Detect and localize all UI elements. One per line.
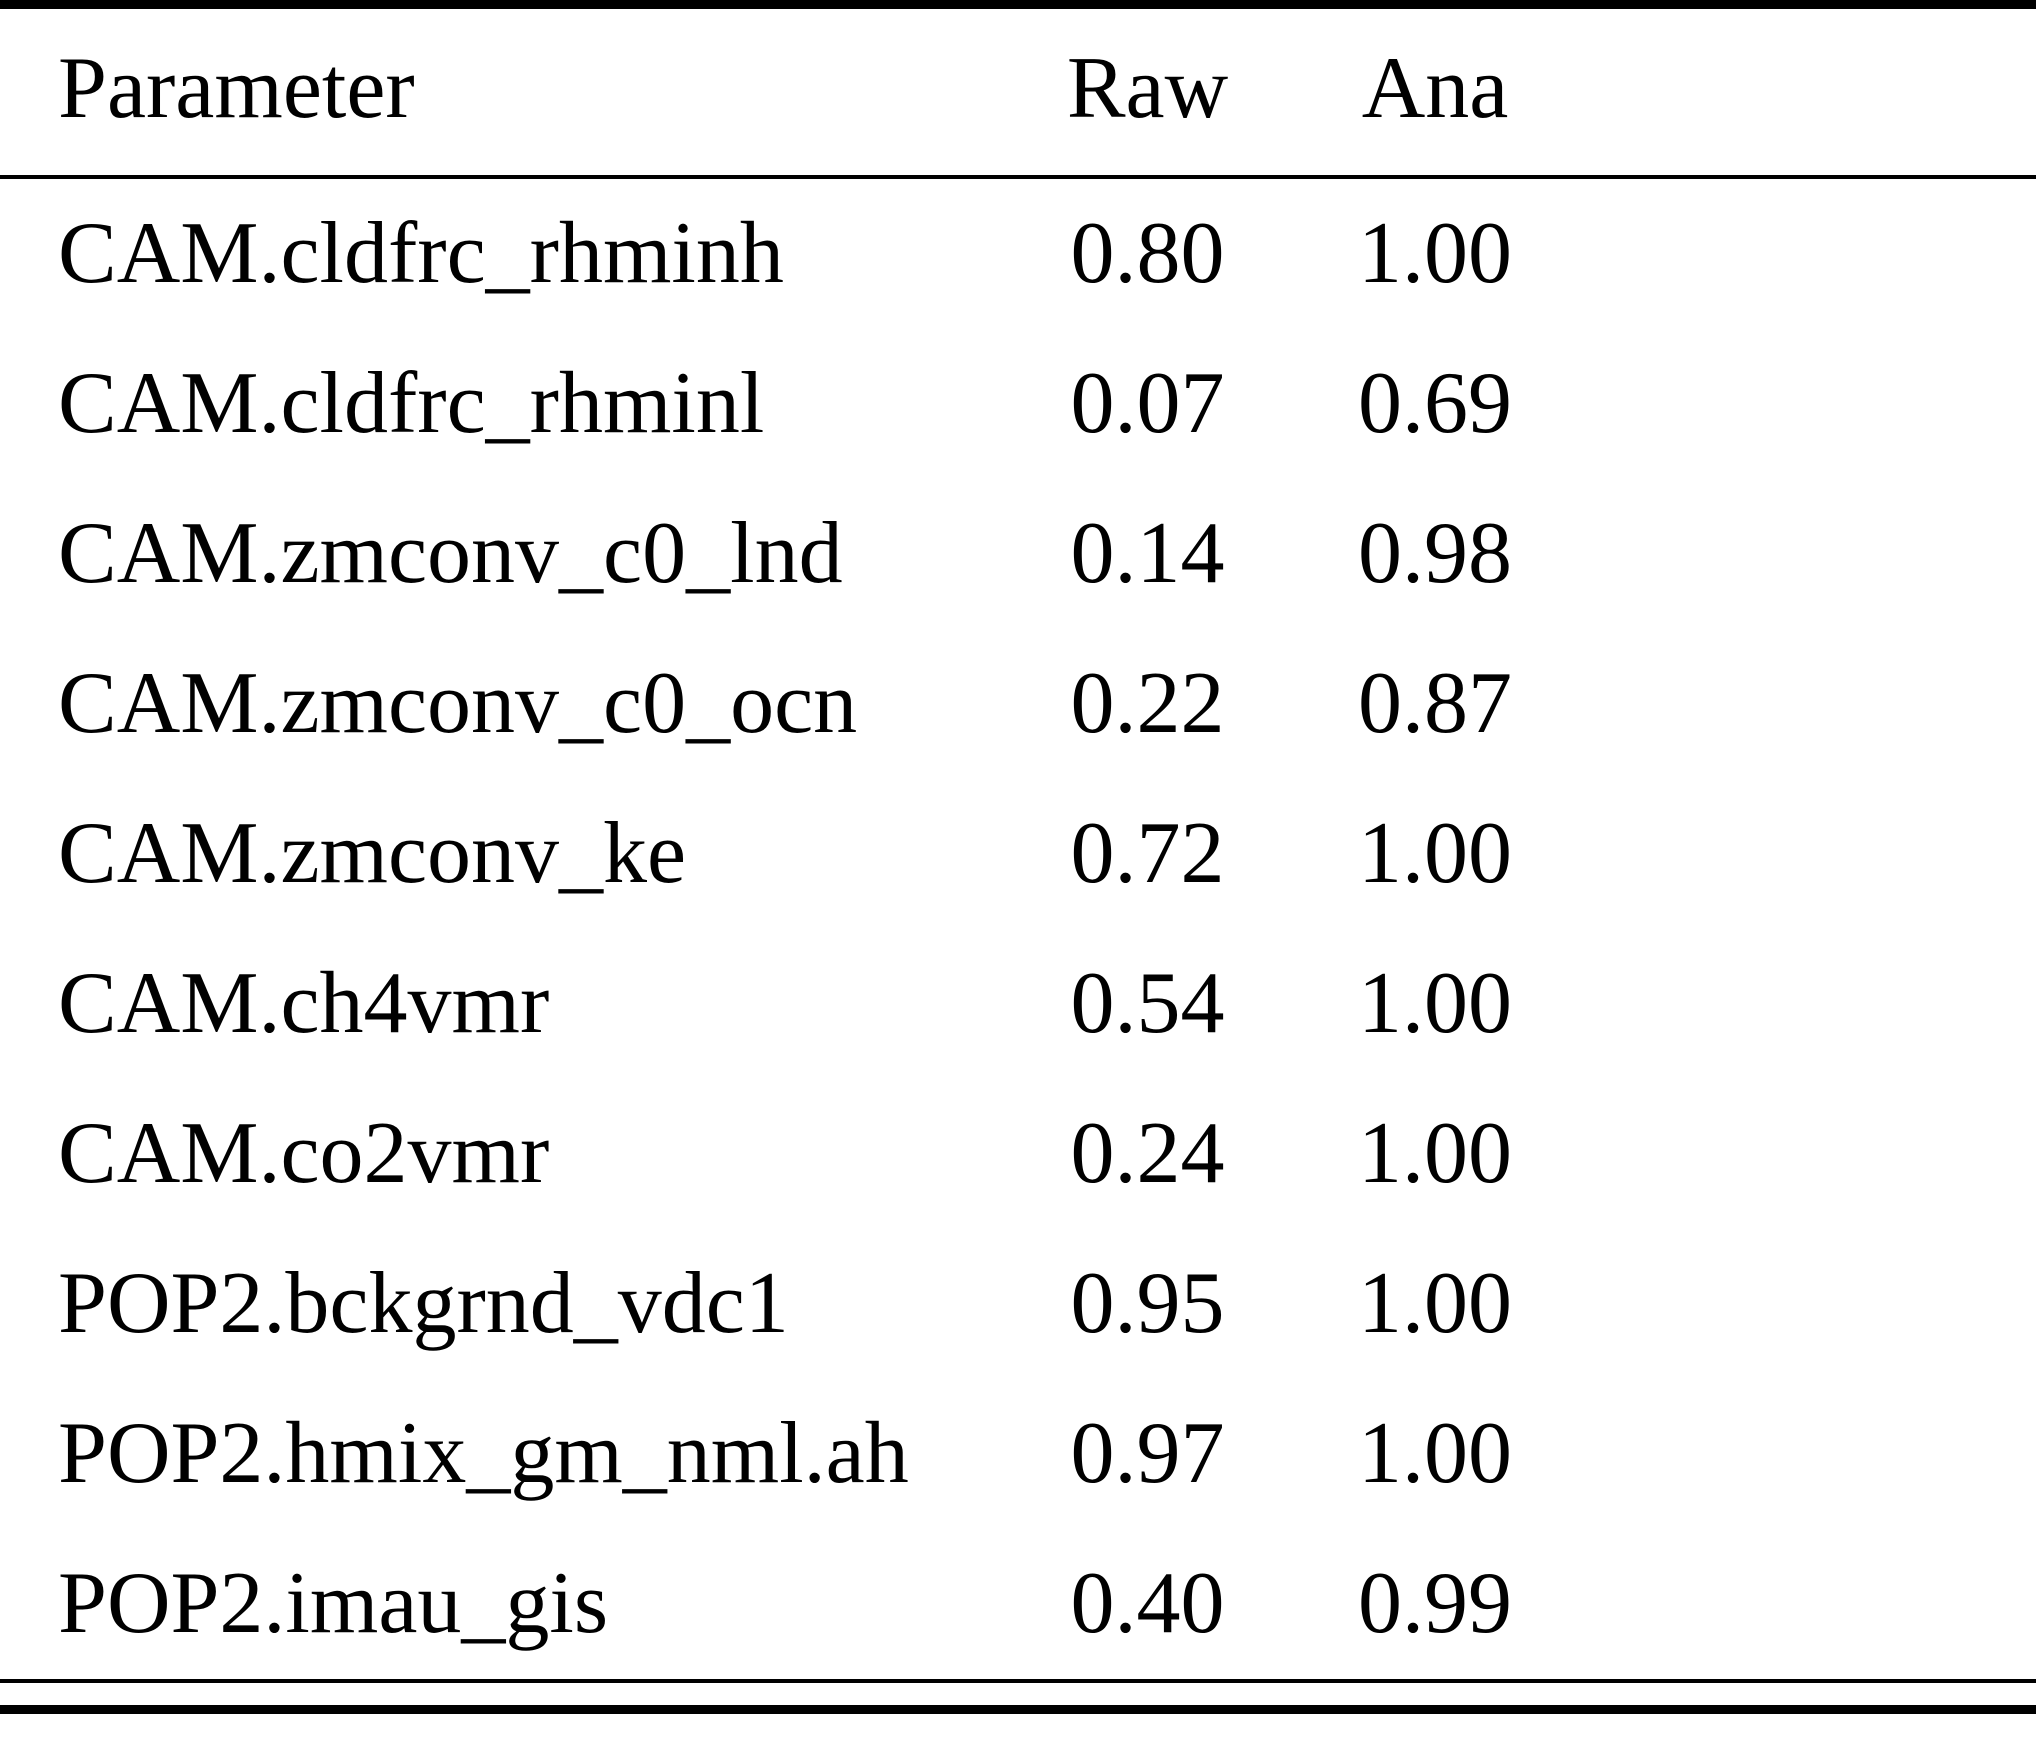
- filler-cell: [1580, 929, 2036, 1079]
- parameter-cell: CAM.zmconv_c0_ocn: [58, 655, 858, 752]
- raw-cell: 0.54: [1070, 955, 1225, 1052]
- filler-cell: [1580, 1229, 2036, 1379]
- table-row: POP2.imau_gis 0.40 0.99: [0, 1529, 2036, 1681]
- parameter-cell: POP2.bckgrnd_vdc1: [58, 1255, 789, 1352]
- filler-cell: [1580, 1379, 2036, 1529]
- filler-cell: [1580, 629, 2036, 779]
- filler-cell: [1580, 177, 2036, 329]
- table-row: CAM.cldfrc_rhminh 0.80 1.00: [0, 177, 2036, 329]
- raw-cell: 0.14: [1070, 505, 1225, 602]
- table-row: CAM.zmconv_c0_ocn 0.22 0.87: [0, 629, 2036, 779]
- table-row: CAM.zmconv_ke 0.72 1.00: [0, 779, 2036, 929]
- table-row: CAM.cldfrc_rhminl 0.07 0.69: [0, 329, 2036, 479]
- header-ana: Ana: [1361, 40, 1509, 137]
- raw-cell: 0.95: [1070, 1255, 1225, 1352]
- raw-cell: 0.22: [1070, 655, 1225, 752]
- ana-cell: 0.99: [1358, 1555, 1512, 1652]
- parameter-table: Parameter Raw Ana CAM.cldfrc_rhminh 0.80 1…: [0, 0, 2036, 1681]
- ana-cell: 1.00: [1358, 205, 1512, 302]
- table-header: Parameter Raw Ana: [0, 5, 2036, 178]
- filler-cell: [1580, 1529, 2036, 1681]
- parameter-cell: POP2.imau_gis: [58, 1555, 609, 1652]
- raw-cell: 0.97: [1070, 1405, 1225, 1502]
- parameter-cell: CAM.cldfrc_rhminl: [58, 355, 765, 452]
- bottom-rule-gap: [0, 1683, 2036, 1705]
- header-filler: [1580, 5, 2036, 178]
- raw-cell: 0.07: [1070, 355, 1225, 452]
- raw-cell: 0.40: [1070, 1555, 1225, 1652]
- raw-cell: 0.72: [1070, 805, 1225, 902]
- parameter-cell: CAM.co2vmr: [58, 1105, 550, 1202]
- parameter-cell: CAM.zmconv_ke: [58, 805, 687, 902]
- parameter-cell: CAM.cldfrc_rhminh: [58, 205, 784, 302]
- raw-cell: 0.24: [1070, 1105, 1225, 1202]
- table-row: CAM.zmconv_c0_lnd 0.14 0.98: [0, 479, 2036, 629]
- raw-cell: 0.80: [1070, 205, 1225, 302]
- bottom-rule: [0, 1705, 2036, 1714]
- header-raw: Raw: [1066, 40, 1229, 137]
- parameter-cell: CAM.zmconv_c0_lnd: [58, 505, 843, 602]
- filler-cell: [1580, 479, 2036, 629]
- filler-cell: [1580, 329, 2036, 479]
- parameter-cell: POP2.hmix_gm_nml.ah: [58, 1405, 909, 1502]
- table-body: CAM.cldfrc_rhminh 0.80 1.00 CAM.cldfrc_rhmi…: [0, 177, 2036, 1681]
- table-row: CAM.ch4vmr 0.54 1.00: [0, 929, 2036, 1079]
- ana-cell: 1.00: [1358, 1405, 1512, 1502]
- header-row: Parameter Raw Ana: [0, 5, 2036, 178]
- filler-cell: [1580, 779, 2036, 929]
- ana-cell: 0.87: [1358, 655, 1512, 752]
- filler-cell: [1580, 1079, 2036, 1229]
- table-row: POP2.bckgrnd_vdc1 0.95 1.00: [0, 1229, 2036, 1379]
- parameter-cell: CAM.ch4vmr: [58, 955, 550, 1052]
- ana-cell: 1.00: [1358, 805, 1512, 902]
- ana-cell: 0.69: [1358, 355, 1512, 452]
- ana-cell: 1.00: [1358, 1105, 1512, 1202]
- ana-cell: 0.98: [1358, 505, 1512, 602]
- table-row: CAM.co2vmr 0.24 1.00: [0, 1079, 2036, 1229]
- ana-cell: 1.00: [1358, 1255, 1512, 1352]
- header-parameter: Parameter: [58, 40, 415, 137]
- table-row: POP2.hmix_gm_nml.ah 0.97 1.00: [0, 1379, 2036, 1529]
- ana-cell: 1.00: [1358, 955, 1512, 1052]
